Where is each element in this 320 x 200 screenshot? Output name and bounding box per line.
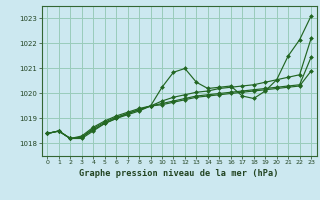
- X-axis label: Graphe pression niveau de la mer (hPa): Graphe pression niveau de la mer (hPa): [79, 169, 279, 178]
